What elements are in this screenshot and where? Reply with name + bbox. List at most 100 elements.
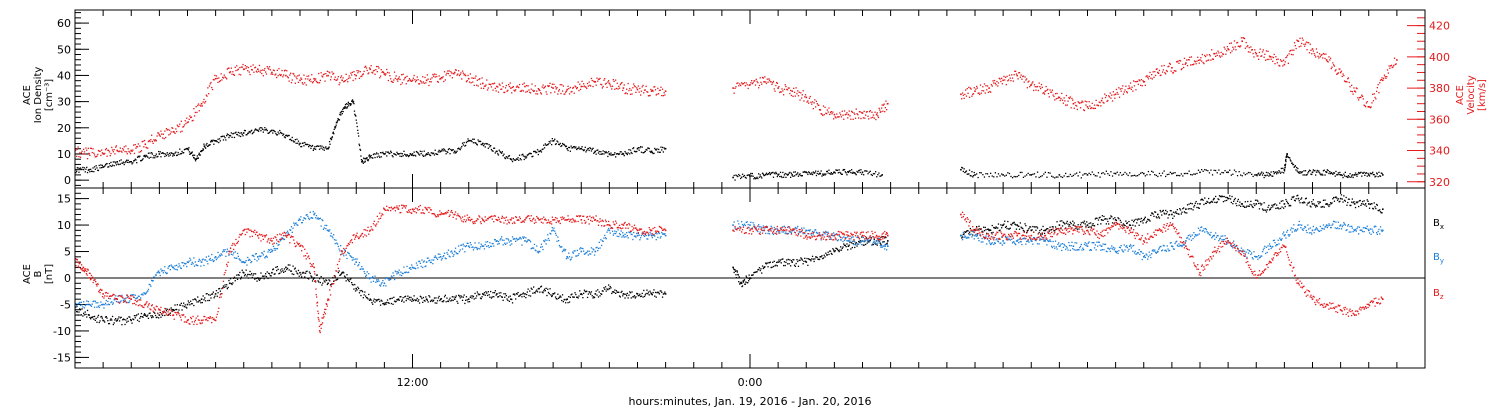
bx-point [88, 314, 90, 316]
velocity-point [841, 110, 843, 112]
density-point [315, 148, 317, 150]
bx-point [851, 242, 853, 244]
velocity-point [297, 81, 300, 83]
bx-point [104, 316, 107, 318]
by-point [395, 271, 397, 273]
velocity-point [518, 86, 520, 89]
velocity-point [1001, 83, 1003, 85]
density-point [1347, 175, 1350, 177]
bx-point [1193, 206, 1195, 208]
density-point [1127, 174, 1129, 177]
bx-point [1010, 223, 1012, 226]
density-point [504, 157, 506, 159]
bx-point [983, 226, 985, 228]
bx-point [102, 319, 104, 322]
bx-point [535, 290, 537, 292]
bx-point [1336, 199, 1339, 201]
velocity-point [831, 113, 833, 115]
velocity-point [1309, 43, 1311, 45]
by-point [420, 265, 422, 268]
density-point [1182, 175, 1184, 177]
density-point [1194, 173, 1196, 175]
density-point [608, 151, 610, 153]
bx-point [533, 291, 536, 294]
density-point [386, 151, 389, 153]
bx-point [1317, 201, 1319, 203]
velocity-point [647, 95, 650, 97]
bx-point [1310, 206, 1312, 208]
velocity-point [503, 91, 505, 94]
velocity-point [1033, 84, 1036, 86]
bx-point [872, 243, 874, 245]
by-point [170, 264, 172, 266]
velocity-point [657, 87, 659, 89]
velocity-point [1119, 88, 1121, 90]
velocity-point [1070, 107, 1072, 109]
velocity-point [202, 101, 204, 103]
velocity-point [664, 90, 667, 92]
velocity-point [536, 93, 539, 95]
density-point [1318, 170, 1320, 172]
velocity-point [571, 90, 573, 93]
density-axis-tick-label: 30 [57, 96, 71, 109]
bx-point [783, 264, 785, 267]
velocity-point [1286, 54, 1289, 56]
velocity-point [570, 91, 572, 93]
velocity-point [844, 114, 846, 116]
density-point [362, 162, 364, 164]
density-point [231, 136, 233, 138]
bx-point [504, 293, 507, 295]
density-point [374, 156, 376, 159]
density-point [827, 172, 829, 174]
by-point [398, 269, 400, 271]
density-point [584, 146, 586, 148]
velocity-point [1388, 65, 1390, 67]
velocity-point [216, 77, 218, 80]
bx-point [1203, 203, 1205, 206]
velocity-point [93, 154, 96, 156]
velocity-point [128, 150, 130, 153]
velocity-point [104, 152, 106, 155]
density-point [1233, 169, 1236, 171]
velocity-point [576, 88, 578, 90]
bx-point [511, 302, 514, 304]
density-point [610, 152, 612, 154]
velocity-point [972, 93, 975, 95]
density-point [93, 171, 95, 173]
velocity-point [1375, 98, 1377, 100]
by-point [219, 255, 221, 257]
density-point [476, 144, 478, 146]
density-axis-tick-label: 60 [57, 17, 71, 30]
by-point [382, 280, 384, 282]
bx-point [344, 276, 346, 278]
density-point [1205, 169, 1207, 171]
bx-point [327, 282, 329, 285]
velocity-point [851, 111, 853, 113]
bx-point [404, 296, 406, 298]
bx-point [520, 293, 522, 296]
density-point [1257, 173, 1259, 175]
bx-point [1353, 203, 1356, 205]
by-point [386, 277, 388, 279]
bx-point [86, 316, 88, 318]
density-point [372, 153, 375, 156]
density-point [979, 172, 981, 174]
velocity-point [1346, 81, 1348, 83]
by-point [101, 303, 103, 306]
velocity-point [1180, 68, 1182, 71]
velocity-point [333, 78, 336, 81]
bx-point [1360, 204, 1362, 206]
by-point [79, 301, 81, 304]
density-point [1286, 154, 1288, 156]
velocity-point [1201, 60, 1203, 62]
density-point [175, 151, 177, 153]
density-point [136, 156, 139, 158]
by-point [361, 268, 364, 270]
bx-point [748, 278, 751, 280]
velocity-point [278, 68, 280, 70]
velocity-point [442, 76, 444, 78]
density-point [738, 173, 740, 176]
density-point [261, 127, 263, 129]
velocity-point [447, 72, 450, 75]
density-point [160, 156, 162, 158]
